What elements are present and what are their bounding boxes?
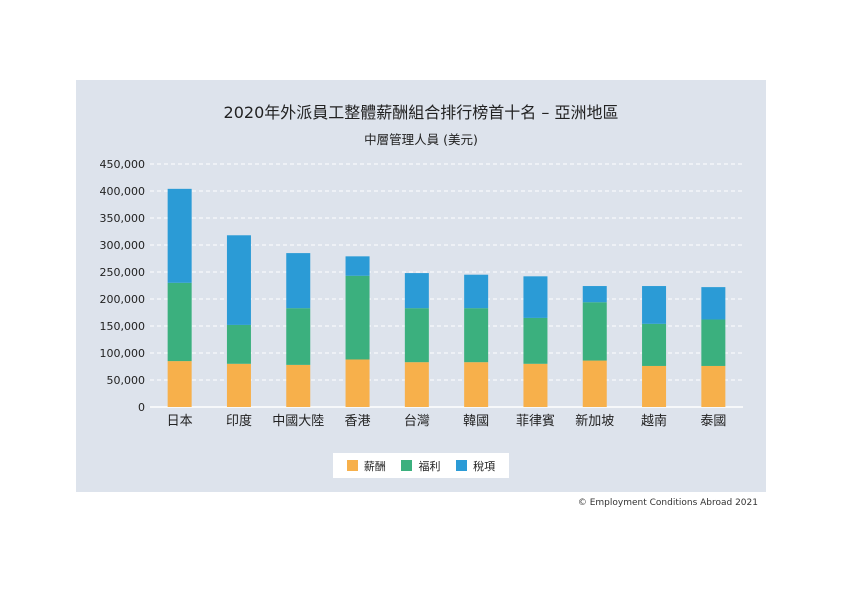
legend-swatch-salary [346, 460, 358, 471]
bar-benefits [286, 308, 311, 365]
bar-benefits [523, 317, 548, 364]
y-tick-label: 450,000 [100, 158, 146, 171]
legend-item-salary: 薪酬 [346, 458, 386, 474]
bar-tax [523, 276, 548, 318]
x-tick-label: 香港 [345, 414, 371, 429]
bar-benefits [345, 275, 370, 360]
y-tick-label: 0 [138, 401, 145, 414]
bar-salary [286, 364, 311, 407]
legend-item-tax: 稅項 [456, 458, 495, 474]
x-tick-label: 印度 [226, 413, 252, 429]
bar-tax [286, 253, 311, 309]
y-tick-label: 400,000 [100, 185, 146, 198]
bar-salary [464, 362, 489, 407]
x-tick-label: 中國大陸 [272, 413, 324, 429]
y-tick-label: 250,000 [100, 266, 146, 279]
bar-salary [345, 359, 370, 407]
chart-subtitle: 中層管理人員 (美元) [364, 132, 478, 147]
bar-tax [464, 274, 489, 309]
y-tick-label: 100,000 [100, 347, 146, 360]
bar-salary [226, 363, 251, 407]
bar-benefits [404, 308, 429, 363]
y-tick-label: 50,000 [107, 374, 146, 387]
y-tick-label: 150,000 [100, 320, 146, 333]
y-tick-label: 300,000 [100, 239, 146, 252]
legend-label-benefits: 福利 [418, 459, 441, 473]
chart-title: 2020年外派員工整體薪酬組合排行榜首十名 – 亞洲地區 [223, 103, 619, 122]
bar-salary [404, 362, 429, 407]
bar-salary [642, 365, 667, 407]
x-tick-label: 韓國 [463, 414, 489, 429]
bar-tax [582, 286, 607, 303]
bar-tax [642, 286, 667, 324]
bar-tax [701, 287, 726, 320]
x-tick-label: 台灣 [404, 414, 430, 429]
x-tick-label: 新加坡 [575, 413, 614, 429]
y-tick-label: 200,000 [100, 293, 146, 306]
x-tick-label: 菲律賓 [516, 413, 555, 429]
bar-salary [701, 365, 726, 407]
bar-benefits [701, 319, 726, 366]
legend-swatch-tax [456, 460, 468, 471]
bar-benefits [642, 323, 667, 366]
bar-salary [523, 363, 548, 407]
bar-tax [167, 188, 192, 283]
legend-swatch-benefits [401, 460, 413, 471]
legend-label-tax: 稅項 [473, 459, 496, 473]
bar-benefits [167, 282, 192, 362]
y-tick-label: 350,000 [100, 212, 146, 225]
bar-benefits [582, 302, 607, 361]
bar-tax [226, 235, 251, 325]
bar-salary [582, 360, 607, 407]
x-tick-label: 日本 [167, 414, 193, 429]
bar-salary [167, 361, 192, 407]
x-tick-label: 越南 [641, 413, 667, 429]
legend-label-salary: 薪酬 [363, 459, 386, 473]
chart-legend: 薪酬 福利 稅項 [333, 453, 509, 478]
legend-item-benefits: 福利 [401, 458, 440, 474]
bar-tax [345, 256, 370, 276]
bar-benefits [226, 324, 251, 364]
bar-tax [404, 273, 429, 309]
x-tick-label: 泰國 [700, 414, 726, 429]
bar-benefits [464, 308, 489, 363]
copyright-notice: © Employment Conditions Abroad 2021 [577, 498, 758, 508]
